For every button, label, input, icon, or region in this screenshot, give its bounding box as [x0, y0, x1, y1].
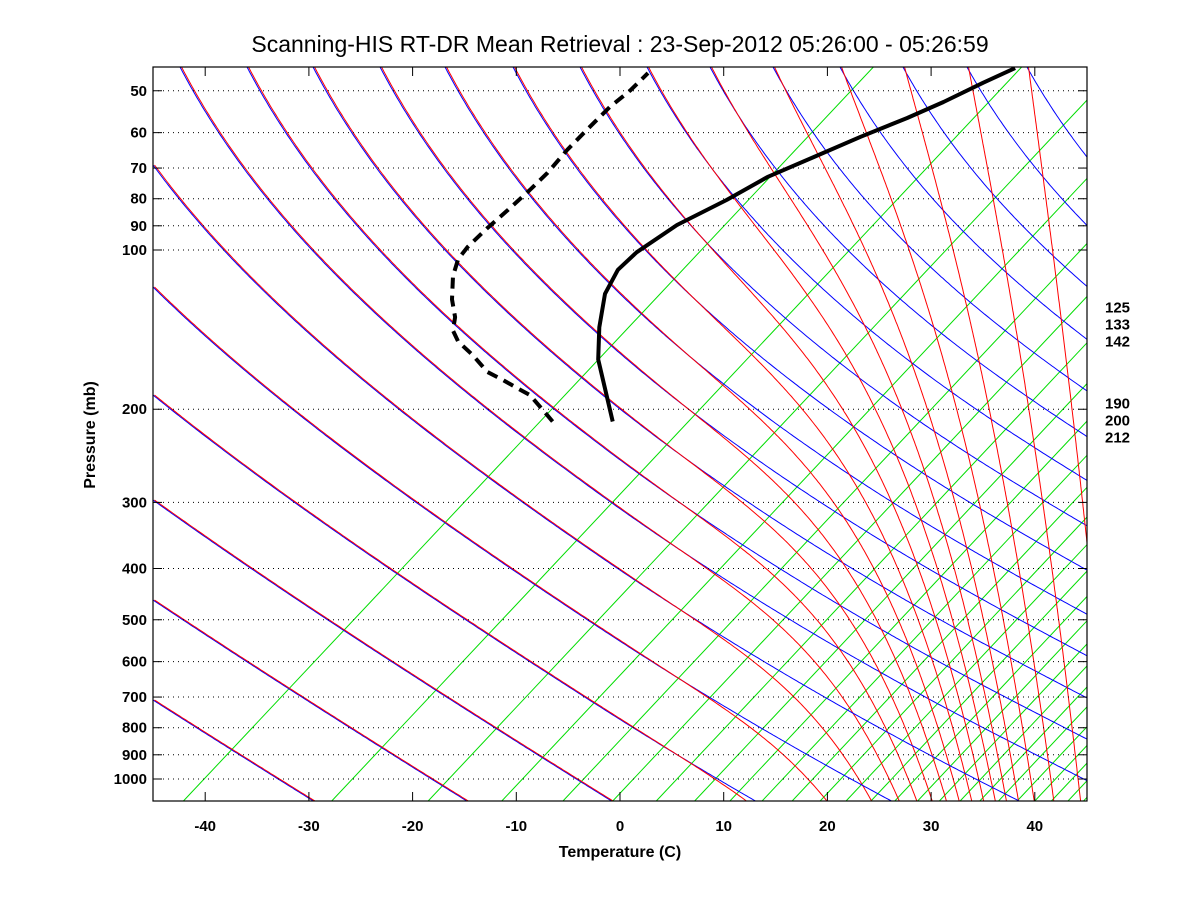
y-tick-label: 400	[122, 560, 147, 577]
y-tick-label: 70	[130, 160, 147, 177]
moist-adiabat	[153, 699, 315, 801]
moist-adiabat	[246, 67, 1087, 740]
moist-adiabat	[966, 67, 1087, 227]
moist-adiabat	[153, 599, 468, 801]
dry-adiabat	[774, 67, 1019, 801]
chart-title: Scanning-HIS RT-DR Mean Retrieval : 23-S…	[251, 31, 988, 57]
right-pressure-label: 190	[1105, 396, 1130, 413]
mixing-ratio-line	[694, 382, 1087, 801]
right-pressure-label: 200	[1105, 413, 1130, 430]
x-tick-label: -30	[298, 818, 320, 835]
dry-adiabat	[248, 67, 918, 801]
dry-adiabat	[181, 67, 900, 801]
y-tick-label: 100	[122, 242, 147, 259]
moist-adiabat	[153, 286, 893, 801]
x-tick-label: -20	[402, 818, 424, 835]
mixing-ratio-line	[655, 342, 1087, 801]
dry-adiabat	[154, 699, 316, 801]
dry-adiabat	[154, 499, 615, 801]
y-tick-label: 50	[130, 83, 147, 100]
x-tick-label: 20	[819, 818, 836, 835]
axes: 5060708090100200300400500600700800900100…	[114, 67, 1130, 835]
mixing-ratio-line	[1067, 780, 1087, 801]
mixing-ratio-line	[331, 67, 1023, 801]
x-tick-label: -10	[505, 818, 527, 835]
mixing-ratio-line	[819, 516, 1087, 801]
mixing-ratio-line	[845, 543, 1087, 801]
x-tick-label: 40	[1026, 818, 1043, 835]
moist-adiabat	[1026, 67, 1087, 158]
moist-adiabat	[379, 67, 1087, 657]
y-tick-label: 300	[122, 494, 147, 511]
x-axis-label: Temperature (C)	[559, 844, 681, 861]
dry-adiabat	[581, 67, 985, 801]
moist-adiabat	[709, 67, 1087, 438]
mixing-ratio-line	[917, 620, 1087, 801]
moist-adiabat	[179, 67, 1087, 782]
moist-adiabat	[153, 499, 613, 801]
mixing-ratio-line	[894, 595, 1087, 801]
mixing-ratio-line	[1083, 796, 1087, 801]
right-pressure-label: 142	[1105, 333, 1130, 350]
mixing-ratio-line	[612, 295, 1087, 801]
dry-adiabat	[154, 286, 828, 801]
y-tick-label: 200	[122, 401, 147, 418]
dry-adiabat	[1028, 67, 1087, 548]
x-tick-label: 30	[923, 818, 940, 835]
dewpoint-profile	[450, 71, 650, 423]
y-tick-label: 800	[122, 720, 147, 737]
dry-adiabat	[314, 67, 933, 801]
y-tick-label: 900	[122, 747, 147, 764]
mixing-ratio-line	[791, 486, 1087, 801]
moist-adiabat	[839, 67, 1087, 341]
y-tick-label: 500	[122, 612, 147, 629]
moist-adiabat	[444, 67, 1087, 615]
dry-adiabat	[154, 394, 748, 801]
profiles	[450, 67, 1016, 423]
mixing-ratio-line	[183, 67, 874, 801]
moist-adiabat	[312, 67, 1087, 699]
mixing-ratio-line	[870, 570, 1087, 801]
right-pressure-label: 133	[1105, 316, 1130, 333]
mixing-ratio-line	[501, 177, 1087, 801]
right-pressure-label: 212	[1105, 430, 1130, 447]
dry-adiabat	[711, 67, 1007, 801]
x-tick-label: 10	[715, 818, 732, 835]
y-tick-label: 80	[130, 191, 147, 208]
dry-adiabat	[648, 67, 996, 801]
moist-adiabat	[512, 67, 1087, 571]
mixing-ratio-line	[562, 242, 1087, 801]
temperature-profile	[596, 67, 1016, 422]
pressure-gridlines	[153, 90, 1087, 780]
dry-adiabat	[514, 67, 973, 801]
dry-adiabat	[154, 599, 470, 801]
dry-adiabat	[446, 67, 960, 801]
mixing-ratio-line	[998, 706, 1087, 801]
background-lines	[153, 67, 1087, 801]
right-pressure-label: 125	[1105, 299, 1130, 316]
y-tick-label: 60	[130, 125, 147, 142]
moist-adiabat	[153, 394, 757, 801]
mixing-ratio-line	[427, 99, 1087, 801]
dry-adiabat	[841, 67, 1035, 801]
moist-adiabat	[646, 67, 1087, 481]
dry-adiabat	[154, 164, 873, 801]
y-tick-label: 600	[122, 654, 147, 671]
moist-adiabat	[902, 67, 1087, 288]
dry-adiabat	[968, 67, 1082, 801]
mixing-ratio-line	[959, 665, 1087, 801]
y-axis-label: Pressure (mb)	[82, 381, 99, 489]
moist-adiabat	[579, 67, 1087, 527]
x-tick-label: 0	[616, 818, 624, 835]
mixing-ratio-line	[761, 454, 1087, 801]
y-tick-label: 1000	[114, 771, 147, 788]
mixing-ratio-line	[939, 643, 1087, 801]
dry-adiabat	[904, 67, 1055, 801]
y-tick-label: 90	[130, 218, 147, 235]
moist-adiabat	[153, 164, 1021, 801]
y-tick-label: 700	[122, 689, 147, 706]
x-tick-label: -40	[194, 818, 216, 835]
